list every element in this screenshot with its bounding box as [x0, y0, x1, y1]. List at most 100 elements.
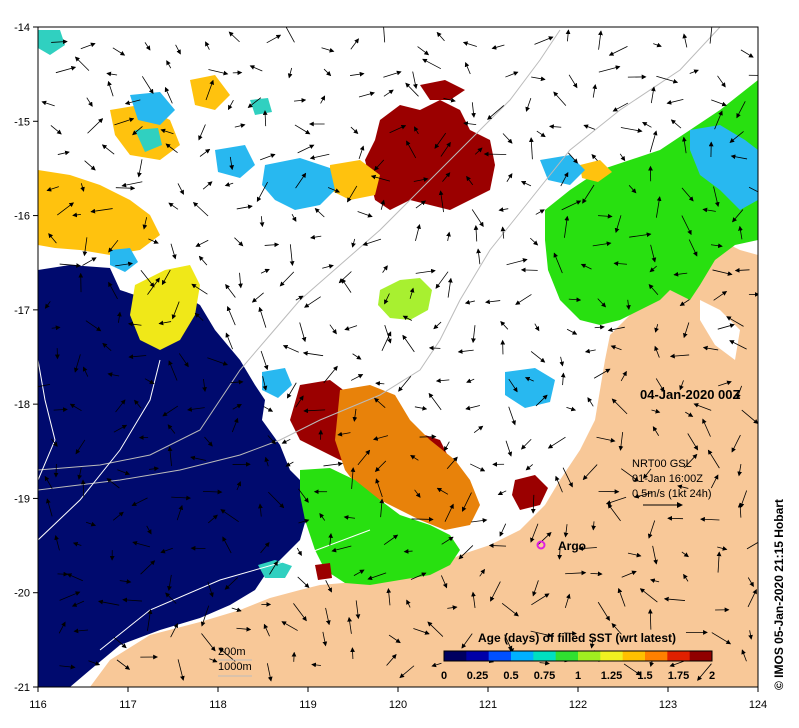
current-arrow — [320, 95, 326, 104]
current-arrow — [592, 84, 598, 98]
current-arrow — [204, 436, 213, 447]
product-label: NRT00 GSL — [632, 458, 692, 470]
current-arrow — [149, 466, 159, 472]
current-arrow — [38, 383, 51, 388]
current-arrow — [75, 439, 86, 455]
longitude-axis: 116 117 118 119 120 121 122 123 124 — [29, 687, 767, 711]
current-arrow — [59, 664, 76, 670]
current-arrow — [508, 406, 516, 426]
current-arrow — [689, 69, 699, 74]
current-arrow — [688, 239, 698, 257]
current-arrow — [505, 440, 513, 457]
current-arrow — [499, 523, 507, 537]
current-arrow — [115, 185, 136, 191]
current-arrow — [639, 588, 658, 603]
current-arrow — [447, 605, 458, 610]
current-arrow — [350, 374, 364, 381]
current-arrow — [175, 44, 181, 55]
current-arrow — [127, 321, 142, 327]
current-arrow — [227, 99, 234, 111]
current-arrow — [583, 124, 596, 130]
current-arrow — [224, 577, 239, 590]
colorbar-segment — [488, 651, 512, 661]
current-arrow — [412, 71, 418, 89]
current-arrow — [627, 552, 642, 558]
latitude-tick-label: -17 — [14, 305, 30, 317]
current-arrow — [649, 130, 658, 153]
current-arrow — [294, 124, 311, 135]
current-arrow — [304, 296, 321, 308]
current-arrow — [593, 368, 611, 379]
current-arrow — [621, 570, 637, 578]
current-arrow — [520, 438, 532, 450]
current-arrow — [710, 474, 719, 489]
current-arrow — [114, 117, 135, 126]
current-arrow — [566, 328, 578, 335]
current-arrow — [256, 181, 268, 202]
current-arrow — [102, 342, 112, 351]
current-arrow — [314, 208, 325, 218]
current-arrow — [57, 202, 75, 216]
current-arrow — [568, 152, 578, 164]
current-arrow — [205, 79, 214, 101]
green-region-south — [300, 468, 460, 585]
current-arrow — [146, 525, 152, 535]
current-arrow — [236, 481, 242, 491]
current-arrow — [282, 344, 299, 353]
current-arrow — [398, 375, 412, 392]
current-arrow — [323, 68, 332, 77]
current-arrow — [730, 154, 748, 160]
contour-navy-1 — [38, 359, 161, 541]
current-arrow — [422, 58, 442, 70]
current-arrow — [539, 660, 550, 666]
current-arrow — [234, 237, 244, 247]
current-arrow — [613, 261, 627, 266]
current-arrow — [563, 524, 569, 538]
current-arrow — [205, 41, 210, 50]
current-arrow — [681, 215, 692, 236]
argo-float-marker — [536, 540, 546, 550]
current-arrow — [202, 181, 213, 190]
current-arrow — [650, 244, 657, 263]
latitude-tick-label: -21 — [14, 682, 30, 694]
current-arrow — [652, 545, 658, 565]
current-arrow — [295, 395, 304, 408]
current-arrow — [611, 623, 622, 635]
current-arrow — [225, 283, 236, 298]
current-arrow — [629, 232, 652, 238]
colorbar-title: Age (days) of filled SST (wrt latest) — [478, 631, 676, 645]
current-arrow — [485, 299, 501, 305]
current-arrow — [596, 436, 616, 443]
current-arrow — [287, 67, 293, 79]
current-arrow — [642, 121, 652, 128]
current-arrow — [444, 503, 454, 522]
current-arrow — [505, 71, 519, 78]
current-arrow — [389, 125, 407, 134]
longitude-tick-label: 122 — [569, 699, 587, 711]
current-arrow — [187, 406, 205, 412]
current-arrow — [611, 398, 628, 415]
current-arrow — [375, 478, 383, 498]
current-arrow — [352, 353, 362, 360]
current-arrow — [101, 144, 115, 155]
current-arrow — [669, 353, 690, 359]
current-arrow — [702, 418, 711, 437]
current-arrow — [716, 551, 722, 573]
current-arrow — [700, 516, 720, 522]
current-arrow — [262, 110, 268, 127]
current-arrow — [291, 214, 297, 222]
colorbar-segment — [578, 651, 601, 661]
current-arrow — [344, 325, 358, 331]
current-arrow — [115, 399, 126, 413]
current-arrow — [113, 636, 127, 649]
current-arrow — [746, 541, 758, 550]
current-arrow — [236, 204, 253, 210]
current-arrow — [697, 663, 712, 681]
current-arrow — [53, 407, 68, 412]
current-arrow — [321, 47, 335, 53]
current-arrow — [170, 243, 177, 260]
current-arrow — [738, 225, 743, 240]
current-arrow — [747, 588, 757, 608]
current-arrow — [144, 378, 155, 384]
